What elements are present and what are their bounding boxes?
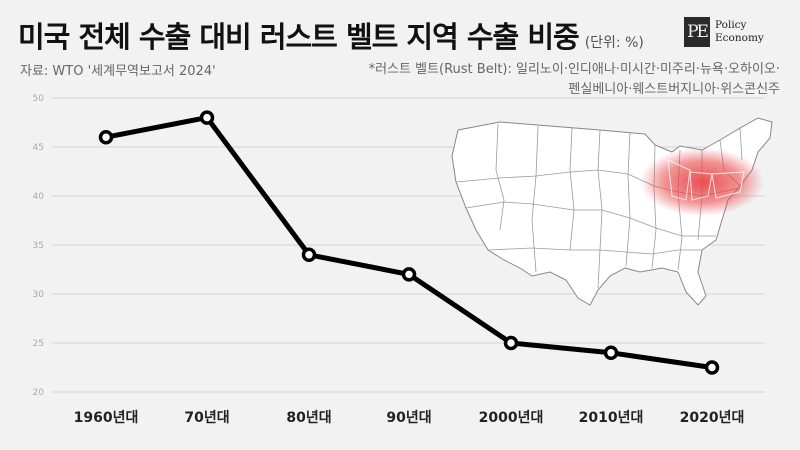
chart-title: 미국 전체 수출 대비 러스트 벨트 지역 수출 비중 [18,20,580,54]
x-tick-label: 70년대 [184,410,229,426]
data-point [98,129,114,145]
x-tick-label: 2010년대 [579,410,644,426]
x-tick-label: 2000년대 [479,410,544,426]
x-axis-ticks: 1960년대 70년대 80년대 90년대 2000년대 2010년대 2020년대 [74,410,745,426]
y-tick-label: 30 [33,290,45,300]
source-label: 자료: WTO '세계무역보고서 2024' [20,64,216,79]
title-row: 미국 전체 수출 대비 러스트 벨트 지역 수출 비중 (단위: %) [18,14,644,56]
data-point [199,110,215,125]
logo-text: Policy Economy [715,19,764,45]
logo-line2: Economy [715,32,764,44]
y-axis-ticks: 20 25 30 35 40 45 50 [33,94,45,398]
logo-line1: Policy [715,19,747,31]
data-point [401,267,417,282]
policy-economy-logo: PE Policy Economy [684,17,764,47]
data-point [704,360,720,375]
data-point [603,345,619,361]
unit-label: (단위: %) [584,35,644,51]
y-tick-label: 20 [33,388,45,398]
y-tick-label: 25 [33,339,44,349]
data-point [301,247,317,263]
y-tick-label: 45 [33,143,44,153]
x-tick-label: 80년대 [286,410,331,426]
data-points [98,110,720,375]
rust-belt-map [440,100,785,315]
x-tick-label: 90년대 [386,410,431,426]
y-tick-label: 40 [33,192,45,202]
logo-mark: PE [684,17,710,47]
y-tick-label: 35 [33,241,44,251]
rust-belt-highlight [640,148,764,216]
us-map-icon [451,117,773,306]
note-line1: *러스트 벨트(Rust Belt): 일리노이·인디애나·미시간·미주리·뉴욕… [368,62,780,77]
y-tick-label: 50 [33,94,45,104]
data-point [503,335,519,351]
x-tick-label: 1960년대 [74,410,139,426]
note-line2: 펜실베니아·웨스트버지니아·위스콘신주 [568,82,780,97]
rust-belt-note: *러스트 벨트(Rust Belt): 일리노이·인디애나·미시간·미주리·뉴욕… [300,60,780,100]
x-tick-label: 2020년대 [680,410,745,426]
